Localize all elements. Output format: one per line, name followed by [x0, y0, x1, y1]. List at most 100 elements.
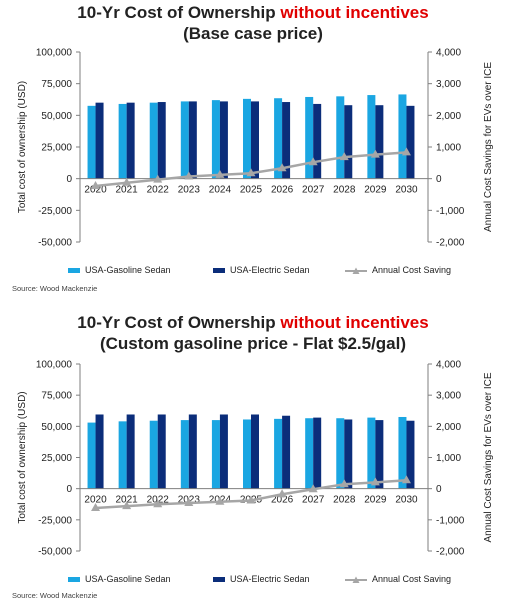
title-highlight: without incentives: [280, 3, 429, 22]
bar-gasoline: [243, 419, 251, 489]
bar-electric: [95, 414, 104, 489]
marker-annual-cost-saving: [246, 168, 256, 177]
bar-gasoline: [367, 95, 376, 179]
bar-gasoline: [336, 96, 345, 179]
bar-electric: [219, 414, 228, 489]
bar-electric: [251, 414, 259, 489]
legend-item-gasoline: USA-Gasoline Sedan: [68, 572, 171, 586]
y-axis-title: Total cost of ownership (USD): [17, 391, 28, 523]
y-right-tick-label: -1,000: [436, 206, 465, 217]
bar-electric: [126, 414, 135, 489]
legend-swatch-electric: [213, 268, 225, 274]
bar-electric: [344, 419, 353, 489]
bar-electric: [95, 102, 104, 179]
bar-electric: [313, 103, 322, 179]
marker-annual-cost-saving: [215, 496, 225, 505]
legend-swatch-gasoline: [68, 577, 80, 583]
bar-gasoline: [87, 105, 96, 179]
chart-plot: -50,000 -25,000 0 25,000 50,000 75,000 100,000…: [17, 360, 494, 558]
legend-item-gasoline: USA-Gasoline Sedan: [68, 263, 171, 277]
marker-annual-cost-saving: [370, 149, 380, 158]
legend-label: Annual Cost Saving: [372, 574, 452, 584]
chart-subtitle: (Custom gasoline price - Flat $2.5/gal): [99, 334, 407, 353]
bar-electric: [406, 105, 415, 179]
x-tick-label: 2023: [178, 185, 201, 196]
y-right-axis-title: Annual Cost Savings for EVs over ICE: [483, 62, 494, 232]
legend-item-saving: Annual Cost Saving: [345, 572, 451, 586]
marker-annual-cost-saving: [308, 484, 318, 493]
bar-electric: [313, 417, 322, 489]
source-note: Source: Wood Mackenzie: [12, 284, 98, 293]
bar-gasoline: [118, 421, 127, 489]
marker-annual-cost-saving: [401, 147, 411, 156]
marker-annual-cost-saving: [91, 180, 101, 189]
marker-annual-cost-saving: [215, 169, 225, 178]
y-tick-label: -25,000: [38, 515, 72, 526]
bar-electric: [188, 414, 197, 489]
x-tick-label: 2027: [302, 495, 325, 506]
bar-electric: [406, 420, 415, 489]
bar-gasoline: [180, 101, 189, 179]
y-tick-label: 0: [66, 484, 72, 495]
x-tick-label: 2020: [84, 495, 107, 506]
title-text: 10-Yr Cost of Ownership: [77, 3, 276, 22]
y-axis-title: Total cost of ownership (USD): [17, 81, 28, 213]
legend-item-electric: USA-Electric Sedan: [213, 572, 310, 586]
bar-gasoline: [149, 420, 158, 489]
legend-label: Annual Cost Saving: [372, 265, 452, 275]
x-tick-label: 2028: [333, 185, 356, 196]
chart-panel-custom-gas: 10-Yr Cost of Ownership without incentiv…: [0, 310, 506, 612]
bar-electric: [375, 420, 384, 489]
y-right-tick-label: -2,000: [436, 238, 465, 249]
bar-gasoline: [211, 420, 220, 489]
marker-annual-cost-saving: [370, 477, 380, 486]
marker-annual-cost-saving: [153, 499, 163, 508]
title-text: 10-Yr Cost of Ownership: [77, 313, 276, 332]
bar-gasoline: [180, 420, 189, 489]
source-note: Source: Wood Mackenzie: [12, 591, 98, 600]
x-tick-label: 2029: [364, 185, 387, 196]
y-tick-label: 100,000: [36, 48, 73, 59]
x-tick-label: 2026: [271, 185, 294, 196]
marker-annual-cost-saving: [184, 498, 194, 507]
y-tick-label: 0: [66, 174, 72, 185]
y-right-tick-label: 1,000: [436, 143, 461, 154]
x-tick-label: 2021: [116, 185, 139, 196]
y-tick-label: 25,000: [41, 453, 72, 464]
bar-gasoline: [336, 418, 345, 489]
x-tick-label: 2024: [209, 185, 232, 196]
x-tick-label: 2026: [271, 495, 294, 506]
chart-subtitle: (Base case price): [183, 24, 323, 43]
bar-gasoline: [118, 103, 127, 179]
legend-label: USA-Gasoline Sedan: [85, 265, 171, 275]
chart-plot: -50,000 -25,000 0 25,000 50,000 75,000 100,000…: [17, 48, 494, 249]
y-tick-label: 25,000: [41, 143, 72, 154]
chart-panel-base-case: 10-Yr Cost of Ownership without incentiv…: [0, 0, 506, 302]
x-tick-label: 2030: [395, 185, 418, 196]
legend-label: USA-Gasoline Sedan: [85, 574, 171, 584]
bar-gasoline: [149, 102, 158, 179]
y-right-tick-label: 0: [436, 484, 442, 495]
legend-swatch-gasoline: [68, 268, 80, 274]
marker-annual-cost-saving: [184, 171, 194, 180]
marker-annual-cost-saving: [246, 495, 256, 504]
x-tick-label: 2025: [240, 185, 263, 196]
chart-legend: USA-Gasoline Sedan USA-Electric Sedan An…: [0, 572, 506, 588]
marker-annual-cost-saving: [277, 489, 287, 498]
bar-electric: [282, 102, 291, 179]
x-tick-label: 2030: [395, 495, 418, 506]
bar-gasoline: [87, 422, 96, 489]
chart-legend: USA-Gasoline Sedan USA-Electric Sedan An…: [0, 263, 506, 279]
bar-gasoline: [305, 96, 314, 179]
y-tick-label: 75,000: [41, 79, 72, 90]
marker-annual-cost-saving: [277, 163, 287, 172]
title-highlight: without incentives: [280, 313, 429, 332]
y-right-tick-label: 2,000: [436, 111, 461, 122]
y-right-axis-title: Annual Cost Savings for EVs over ICE: [483, 372, 494, 542]
bar-gasoline: [305, 418, 314, 489]
y-tick-label: -25,000: [38, 206, 72, 217]
x-tick-label: 2020: [84, 185, 107, 196]
bar-gasoline: [367, 417, 376, 489]
bar-electric: [219, 101, 228, 179]
marker-annual-cost-saving: [308, 157, 318, 166]
